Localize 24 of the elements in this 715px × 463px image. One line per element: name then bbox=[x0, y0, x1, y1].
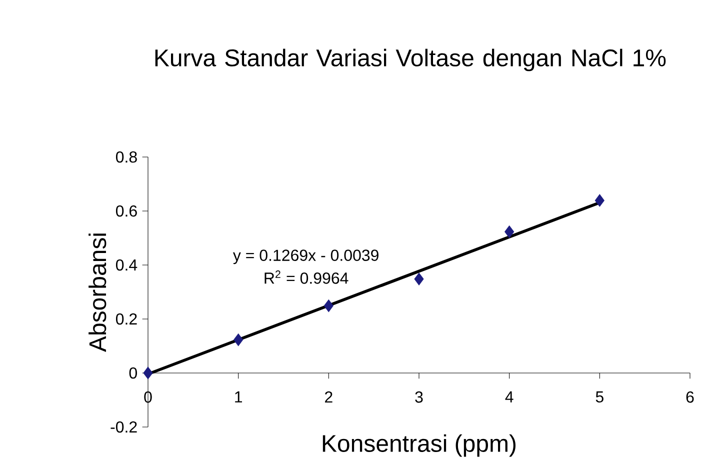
point bbox=[143, 366, 153, 380]
chart-title: Kurva Standar Variasi Voltase dengan NaCl 1% bbox=[155, 48, 666, 72]
y-tick-label: 0.4 bbox=[116, 259, 138, 271]
x-tick-label: 5 bbox=[596, 391, 604, 403]
y-axis-title: Absorbansi bbox=[88, 234, 106, 352]
point bbox=[234, 334, 244, 346]
x-tick-label: 4 bbox=[505, 391, 514, 402]
x-tick-label: 2 bbox=[325, 391, 332, 403]
x-tick-label: 3 bbox=[415, 391, 423, 403]
y-tick-label: -0.2 bbox=[110, 421, 137, 433]
point bbox=[414, 272, 424, 286]
point bbox=[594, 194, 604, 207]
x-tick-label: 1 bbox=[235, 391, 242, 402]
y-tick-label: 0.8 bbox=[116, 151, 137, 163]
x-axis-title: Konsentrasi (ppm) bbox=[322, 434, 516, 457]
point bbox=[324, 299, 334, 312]
annotation: y = 0.1269x - 0.0039 bbox=[232, 250, 378, 264]
y-tick-label: 0 bbox=[129, 367, 137, 379]
x-tick-label: 6 bbox=[686, 391, 694, 403]
x-tick-label: 0 bbox=[144, 391, 152, 403]
annotation: R$^{2}$ = 0.9964 bbox=[264, 270, 348, 284]
y-tick-label: 0.2 bbox=[116, 313, 137, 325]
point bbox=[504, 226, 514, 238]
y-tick-label: 0.6 bbox=[116, 205, 137, 217]
